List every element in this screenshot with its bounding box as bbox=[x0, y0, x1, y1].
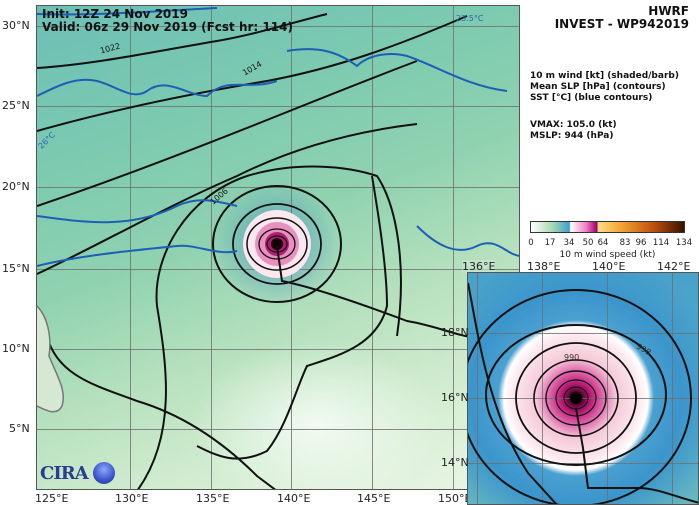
init-time: Init: 12Z 24 Nov 2019 bbox=[42, 7, 188, 21]
colorbar-tick: 83 bbox=[619, 238, 631, 248]
contour-overlay bbox=[37, 7, 519, 489]
grid-line bbox=[453, 6, 454, 489]
valid-time: Valid: 06z 29 Nov 2019 (Fcst hr: 114) bbox=[42, 20, 293, 34]
grid-line bbox=[372, 6, 373, 489]
cira-globe-icon bbox=[93, 462, 115, 484]
colorbar-tick: 64 bbox=[597, 238, 609, 248]
legend-wind: 10 m wind [kt] (shaded/barb) bbox=[530, 71, 679, 81]
colorbar-label: 10 m wind speed (kt) bbox=[559, 250, 656, 260]
sst-label: 23.5°C bbox=[456, 14, 484, 23]
inset-contour-overlay bbox=[468, 282, 698, 504]
grid-line bbox=[607, 273, 608, 504]
inset-lon-label: 140°E bbox=[592, 260, 626, 273]
grid-line bbox=[211, 6, 212, 489]
colorbar-tick: 34 bbox=[563, 238, 575, 248]
lon-label: 145°E bbox=[357, 492, 391, 505]
lat-label: 5°N bbox=[9, 422, 30, 435]
colorbar-tick: 134 bbox=[675, 238, 693, 248]
inset-lat-label: 18°N bbox=[441, 326, 469, 339]
grid-line bbox=[37, 187, 519, 188]
storm-id: INVEST - WP942019 bbox=[554, 17, 689, 31]
contour-label: 990 bbox=[564, 353, 580, 362]
inset-lat-label: 14°N bbox=[441, 456, 469, 469]
lat-label: 30°N bbox=[2, 19, 30, 32]
model-name: HWRF bbox=[648, 4, 689, 18]
grid-line bbox=[672, 273, 673, 504]
colorbar-tick: 17 bbox=[544, 238, 556, 248]
legend-slp: Mean SLP [hPa] (contours) bbox=[530, 82, 666, 92]
inset-map: 990 998 bbox=[467, 272, 699, 505]
grid-line bbox=[477, 273, 478, 504]
inset-lon-label: 136°E bbox=[462, 260, 496, 273]
lat-label: 25°N bbox=[2, 99, 30, 112]
lon-label: 135°E bbox=[196, 492, 230, 505]
grid-line bbox=[130, 6, 131, 489]
colorbar-tick: 114 bbox=[652, 238, 670, 248]
cira-logo: CIRA bbox=[40, 463, 89, 484]
inset-lon-label: 138°E bbox=[527, 260, 561, 273]
lon-label: 125°E bbox=[35, 492, 69, 505]
inset-lat-label: 16°N bbox=[441, 391, 469, 404]
main-map: 1006 1022 1014 23.5°C 26°C bbox=[36, 5, 520, 490]
inset-lon-label: 142°E bbox=[657, 260, 691, 273]
grid-line bbox=[468, 333, 698, 334]
grid-line bbox=[37, 349, 519, 350]
lat-label: 15°N bbox=[2, 262, 30, 275]
lat-label: 10°N bbox=[2, 342, 30, 355]
lon-label: 150°E bbox=[438, 492, 472, 505]
lon-label: 130°E bbox=[115, 492, 149, 505]
colorbar-tick: 50 bbox=[582, 238, 594, 248]
mslp-value: MSLP: 944 (hPa) bbox=[530, 131, 614, 141]
grid-line bbox=[37, 106, 519, 107]
wind-colorbar bbox=[530, 221, 685, 233]
grid-line bbox=[37, 429, 519, 430]
vmax-value: VMAX: 105.0 (kt) bbox=[530, 120, 617, 130]
legend-sst: SST [°C] (blue contours) bbox=[530, 93, 653, 103]
grid-line bbox=[542, 273, 543, 504]
lon-label: 140°E bbox=[277, 492, 311, 505]
grid-line bbox=[468, 463, 698, 464]
grid-line bbox=[468, 398, 698, 399]
colorbar-tick: 96 bbox=[635, 238, 647, 248]
colorbar-tick: 0 bbox=[528, 238, 534, 248]
lat-label: 20°N bbox=[2, 180, 30, 193]
